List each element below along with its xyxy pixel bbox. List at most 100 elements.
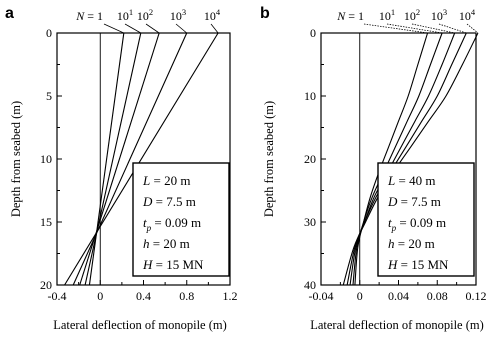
series-label-base: 10: [117, 9, 129, 23]
series-label-exponent: 2: [149, 7, 153, 17]
panel-a: a -0.4 0 0.4 0.8 1.2 0 5 10 15 20 Lateral deflectio…: [5, 5, 238, 332]
param-box: [377, 162, 475, 277]
series-leader-line: [210, 23, 219, 34]
param-subscript: p: [146, 223, 152, 233]
series-label-base: 10: [404, 9, 416, 23]
y-tick-label: 15: [40, 215, 52, 229]
series-leader-line: [175, 23, 188, 34]
series-label-exponent: 2: [416, 7, 420, 17]
panel-letter: a: [5, 5, 14, 22]
series-label-base: 10: [137, 9, 149, 23]
x-tick-label: 0: [97, 289, 103, 303]
y-tick-label: 5: [46, 89, 52, 103]
series-label-base: 10: [379, 9, 391, 23]
x-tick-label: -0.4: [48, 289, 67, 303]
y-tick-label: 20: [40, 278, 52, 292]
param-value: = 0.09 m: [151, 215, 201, 230]
series-label: 104: [459, 7, 476, 23]
param-line: h = 20 m: [388, 236, 435, 251]
x-tick-label: 0.12: [466, 289, 487, 303]
y-tick-label: 10: [40, 152, 52, 166]
param-symbol: D: [142, 194, 153, 209]
n-label-equals: =: [84, 9, 97, 23]
y-tick-label: 0: [46, 26, 52, 40]
series-label-exponent: 4: [216, 7, 221, 17]
series-label-base: 10: [204, 9, 216, 23]
series-label-base: 1: [97, 9, 103, 23]
series-label-exponent: 4: [471, 7, 476, 17]
series-label-exponent: 3: [182, 7, 186, 17]
param-line: H = 15 MN: [142, 257, 204, 272]
n-label-prefix: N: [336, 9, 346, 23]
param-value: = 40 m: [395, 173, 435, 188]
param-line: D = 7.5 m: [387, 194, 441, 209]
param-symbol: t: [388, 215, 392, 230]
param-line: h = 20 m: [143, 236, 190, 251]
series-line: [84, 32, 142, 286]
x-tick-label: -0.04: [309, 289, 334, 303]
param-line: L = 20 m: [142, 173, 190, 188]
series-label: N = 1: [336, 9, 364, 23]
x-tick-label: 0.8: [179, 289, 194, 303]
param-box: [132, 162, 230, 277]
param-value: = 0.09 m: [396, 215, 446, 230]
n-label-equals: =: [345, 9, 358, 23]
series-label: 102: [137, 7, 153, 23]
y-tick-label: 20: [304, 152, 316, 166]
param-symbol: L: [142, 173, 150, 188]
panel-b: b -0.04 0 0.04 0.08 0.12 0 10 20 30 40 Lateral defl…: [260, 5, 487, 332]
series-label: N = 1: [75, 9, 103, 23]
series-label-exponent: 1: [129, 7, 133, 17]
series-leader-line: [438, 23, 467, 34]
param-symbol: h: [388, 236, 395, 251]
param-line: D = 7.5 m: [142, 194, 196, 209]
x-axis-title: Lateral deflection of monopile (m): [53, 318, 227, 332]
y-axis-title: Depth from seabed (m): [9, 101, 23, 217]
param-value: = 15 MN: [152, 257, 204, 272]
series-label-exponent: 3: [443, 7, 447, 17]
series-leader-line: [411, 23, 455, 34]
series-label: 103: [431, 7, 447, 23]
y-tick-label: 30: [304, 215, 316, 229]
series-leader-line: [466, 23, 479, 34]
param-value: = 20 m: [395, 236, 435, 251]
series-line: [72, 32, 188, 286]
param-line: tp = 0.09 m: [388, 215, 446, 233]
series-label: 102: [404, 7, 420, 23]
param-line: H = 15 MN: [387, 257, 449, 272]
x-tick-label: 0: [357, 289, 363, 303]
n-label-prefix: N: [75, 9, 85, 23]
x-tick-label: 0.08: [427, 289, 448, 303]
series-label: 101: [379, 7, 395, 23]
y-tick-label: 10: [304, 89, 316, 103]
param-symbol: H: [142, 257, 153, 272]
x-axis-title: Lateral deflection of monopile (m): [310, 318, 484, 332]
series-label: 103: [170, 7, 186, 23]
series-line: [88, 32, 125, 286]
series-label-base: 10: [459, 9, 471, 23]
panel-letter: b: [260, 5, 270, 22]
series-leader-line: [386, 23, 443, 34]
y-tick-label: 0: [310, 26, 316, 40]
series-label-base: 1: [358, 9, 364, 23]
param-symbol: t: [143, 215, 147, 230]
x-tick-label: 0.4: [136, 289, 151, 303]
y-axis-title: Depth from seabed (m): [262, 101, 276, 217]
param-value: = 7.5 m: [397, 194, 440, 209]
param-symbol: h: [143, 236, 150, 251]
series-label: 104: [204, 7, 221, 23]
series-leader-line: [145, 23, 160, 34]
series-line: [342, 32, 479, 286]
series-label-base: 10: [170, 9, 182, 23]
x-tick-label: 1.2: [223, 289, 238, 303]
param-subscript: p: [391, 223, 397, 233]
series-line: [79, 32, 160, 286]
param-value: = 15 MN: [397, 257, 449, 272]
series-leader-line: [124, 23, 141, 34]
series-label: 101: [117, 7, 133, 23]
param-symbol: H: [387, 257, 398, 272]
series-label-base: 10: [431, 9, 443, 23]
x-tick-label: 0.04: [388, 289, 409, 303]
series-line: [64, 32, 219, 286]
